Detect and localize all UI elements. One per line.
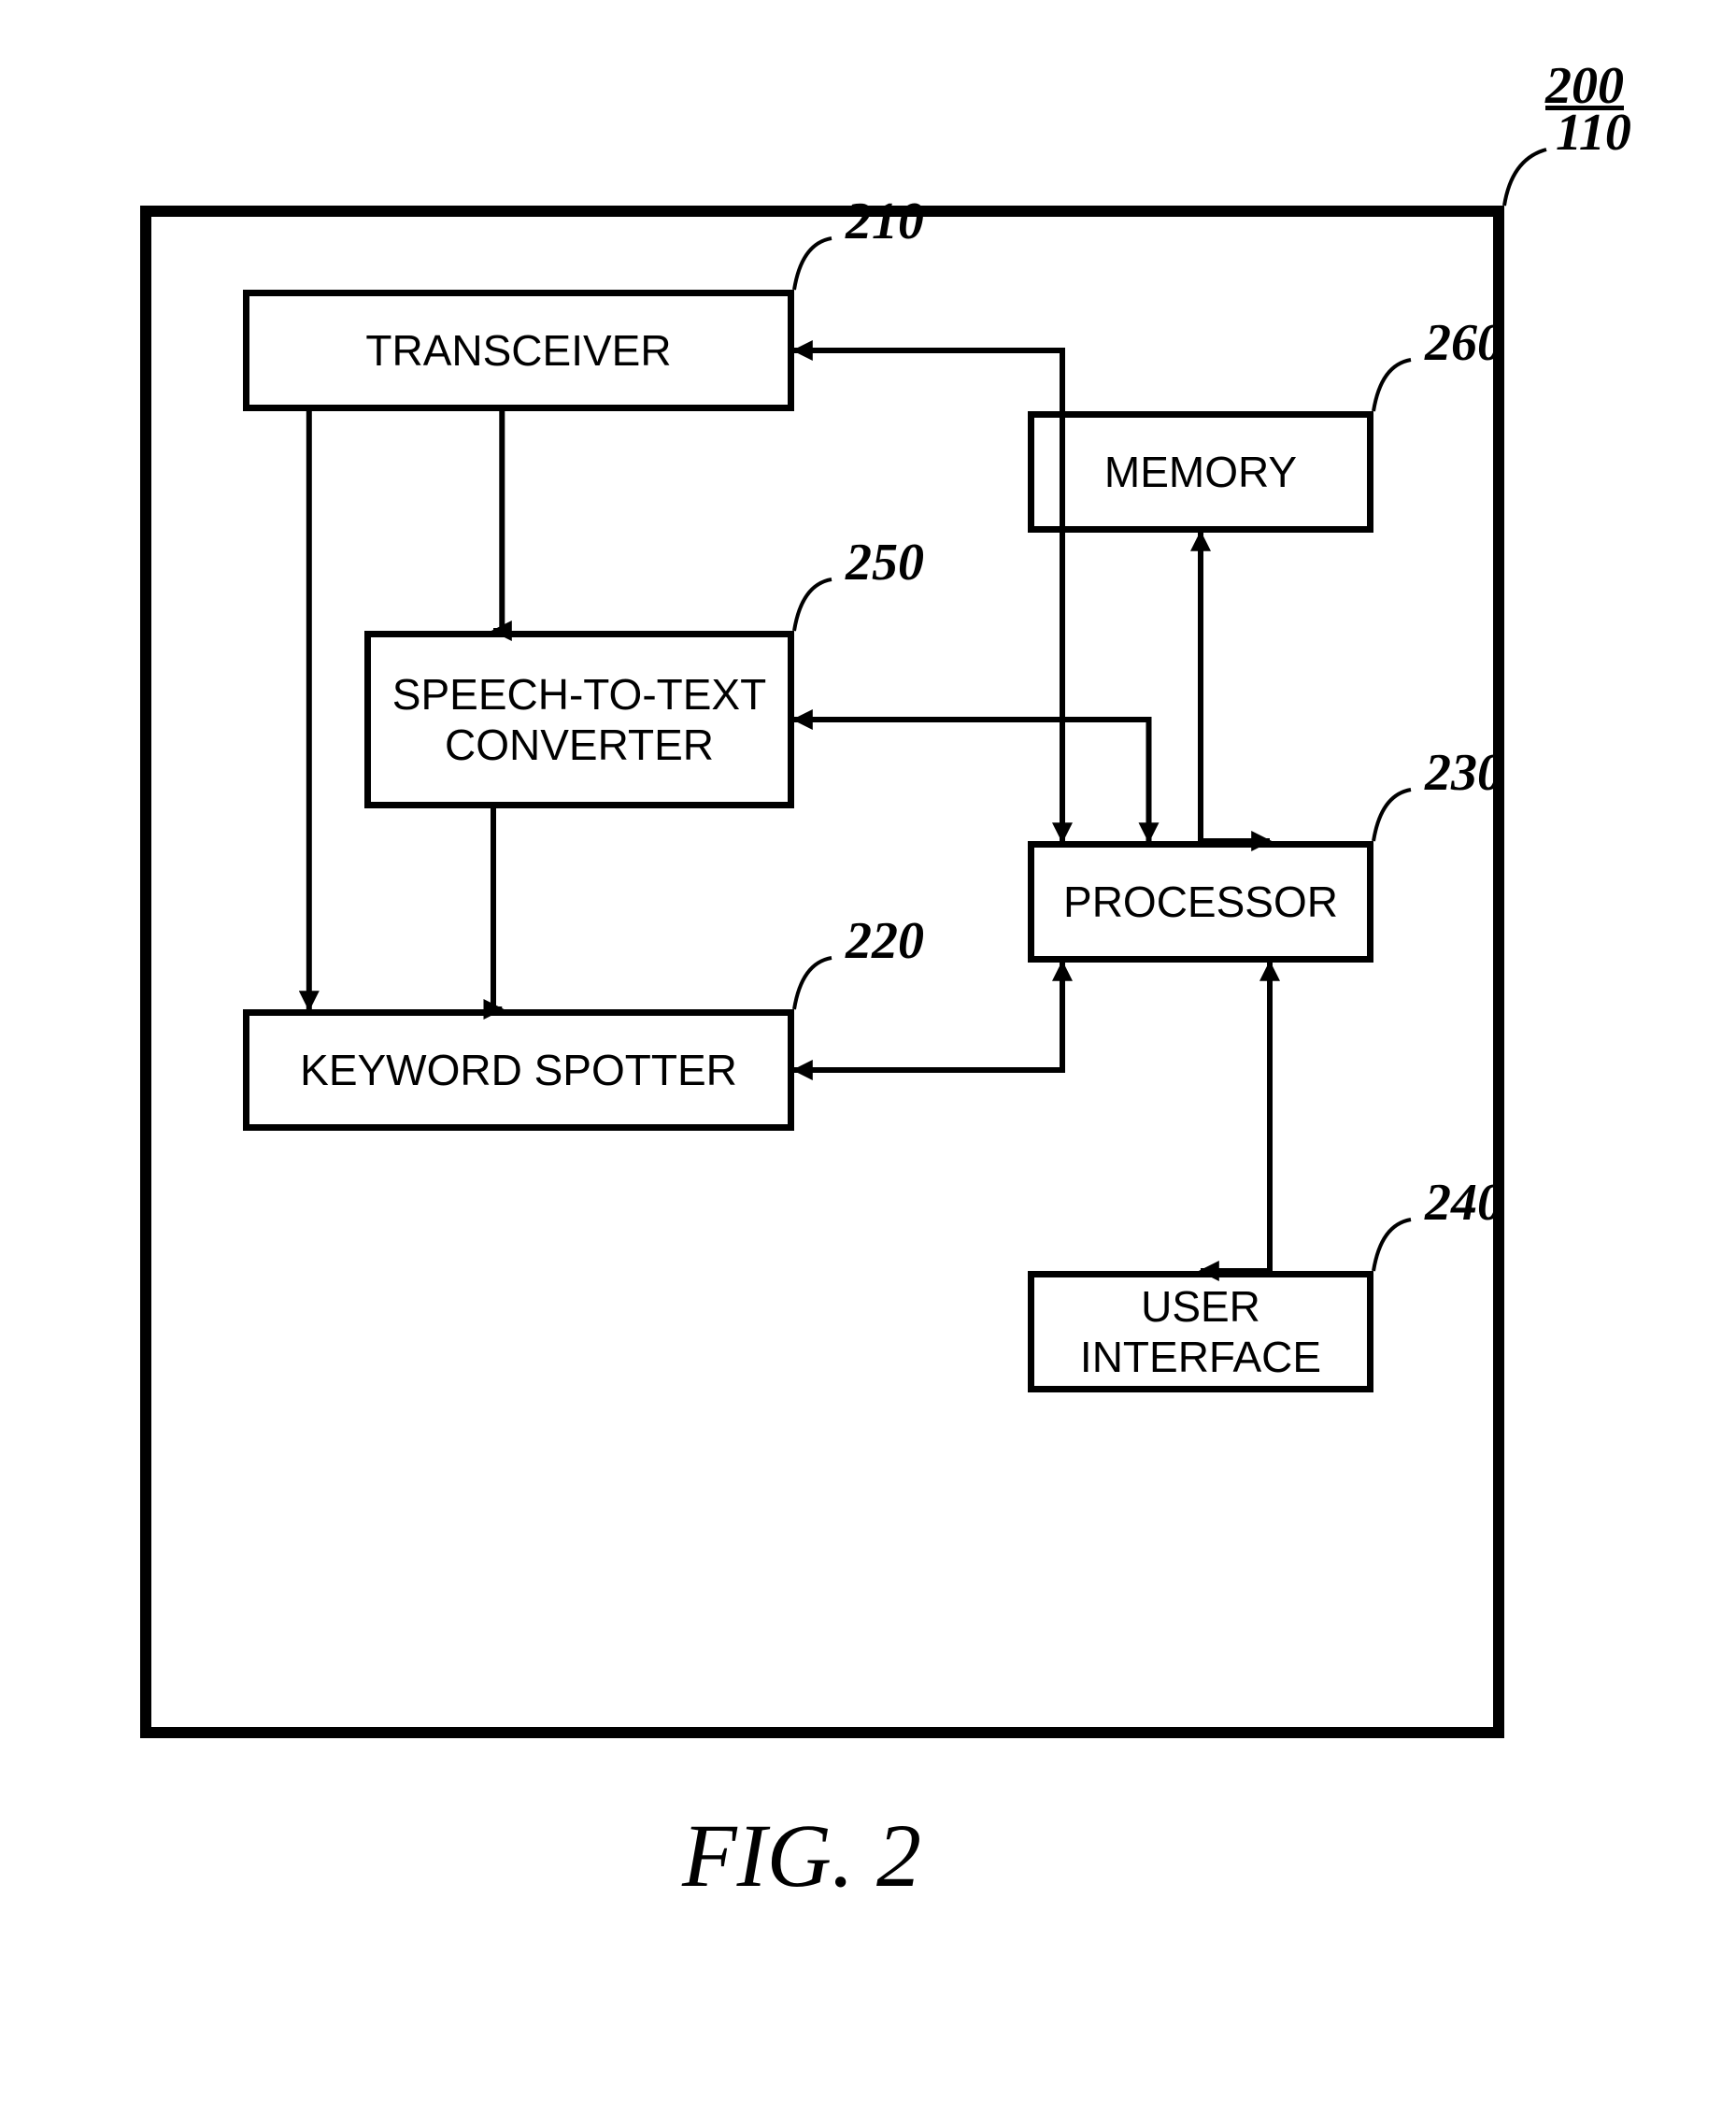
connections-layer bbox=[0, 0, 1736, 2112]
